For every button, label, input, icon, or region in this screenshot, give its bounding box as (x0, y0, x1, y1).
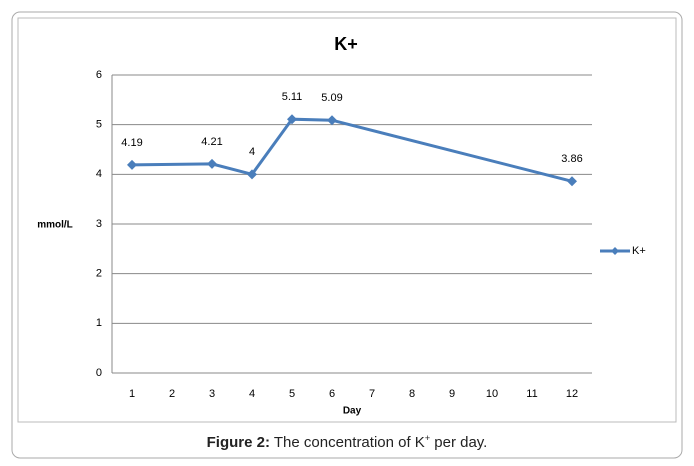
y-tick-label: 0 (96, 367, 102, 379)
marker (127, 159, 137, 170)
data-label: 4.21 (201, 136, 222, 148)
caption-sup: + (424, 433, 431, 443)
x-tick-label: 3 (209, 388, 215, 400)
data-label: 5.11 (282, 91, 303, 103)
data-label: 5.09 (321, 92, 342, 104)
x-tick-label: 12 (566, 388, 578, 400)
legend-label: K+ (632, 245, 646, 257)
marker (567, 176, 577, 187)
x-tick-label: 5 (289, 388, 295, 400)
chart-title: K+ (334, 34, 358, 54)
data-label: 4 (249, 146, 255, 158)
y-tick-label: 4 (96, 168, 102, 180)
caption-text: The concentration of K (273, 434, 425, 451)
data-label: 3.86 (561, 153, 582, 165)
caption-label: Figure 2: (206, 434, 270, 451)
marker (327, 115, 337, 126)
x-tick-label: 11 (526, 388, 537, 400)
x-tick-label: 2 (169, 388, 175, 400)
x-tick-label: 6 (329, 388, 335, 400)
y-axis-label: mmol/L (37, 220, 73, 231)
caption: Figure 2: The concentration of K+ per da… (0, 433, 694, 451)
y-tick-label: 1 (96, 317, 102, 329)
legend-marker (611, 247, 619, 255)
caption-text: per day. (430, 434, 488, 451)
chart-area (17, 17, 677, 423)
x-tick-label: 10 (486, 388, 498, 400)
y-tick-label: 6 (96, 69, 102, 81)
y-tick-label: 3 (96, 218, 102, 230)
x-tick-label: 7 (369, 388, 375, 400)
x-axis-label: Day (343, 406, 362, 417)
x-tick-label: 8 (409, 388, 415, 400)
x-tick-label: 4 (249, 388, 255, 400)
marker (287, 114, 297, 125)
data-label: 4.19 (121, 137, 142, 149)
marker (247, 169, 257, 180)
y-tick-label: 2 (96, 268, 102, 280)
y-tick-label: 5 (96, 119, 102, 131)
marker (207, 158, 217, 169)
x-tick-label: 9 (449, 388, 455, 400)
line (131, 117, 573, 183)
x-tick-label: 1 (129, 388, 135, 400)
